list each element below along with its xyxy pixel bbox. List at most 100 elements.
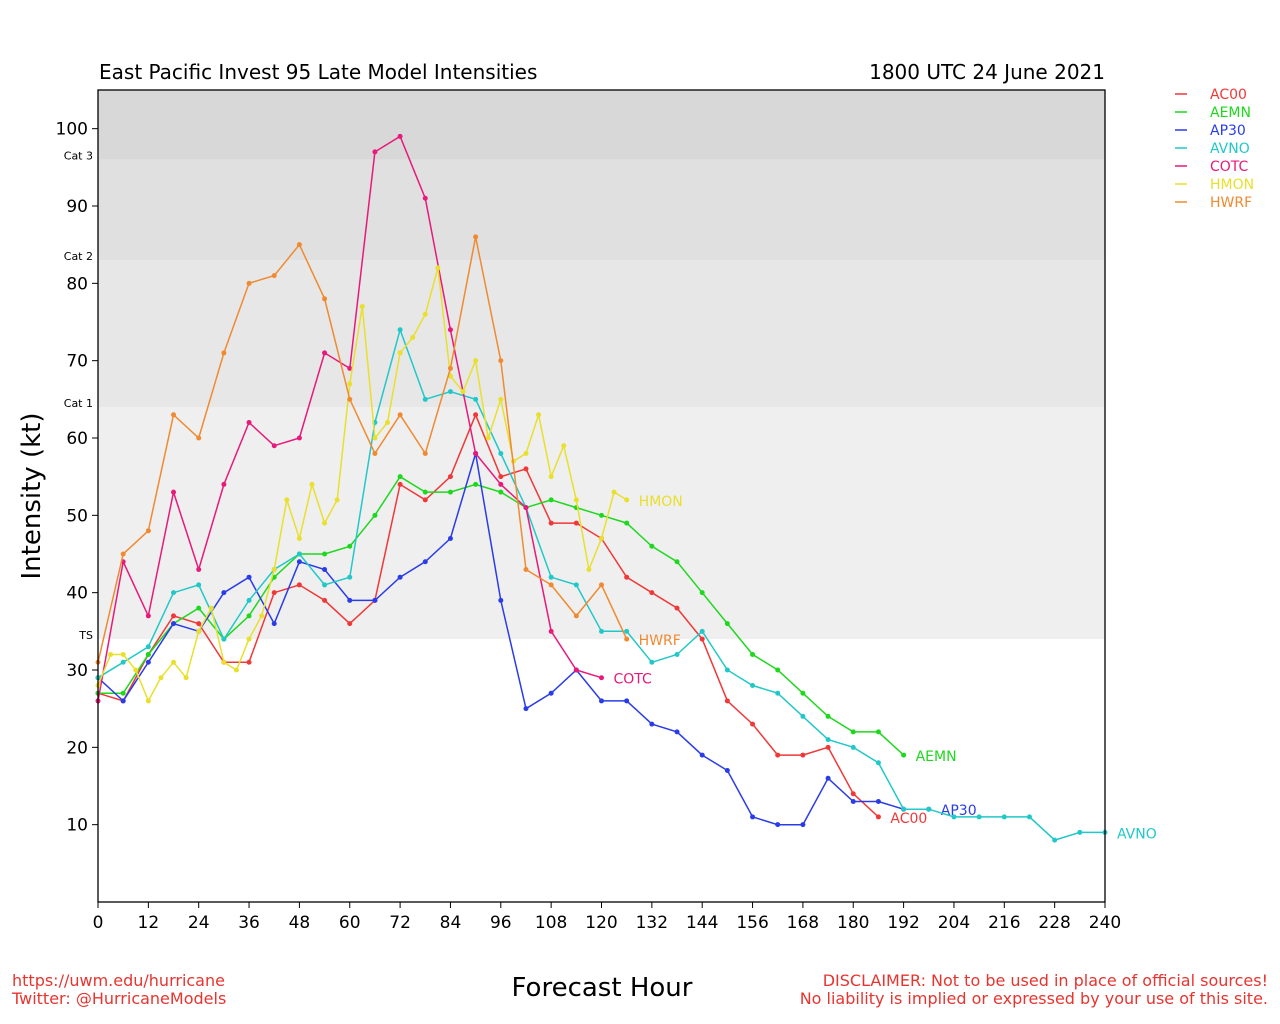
y-axis: 10 20 30 40 50 60 70 80 90 100 bbox=[56, 120, 98, 836]
chart-title: East Pacific Invest 95 Late Model Intens… bbox=[99, 60, 537, 84]
data-point bbox=[372, 512, 378, 518]
data-point bbox=[196, 582, 202, 588]
data-point bbox=[1077, 829, 1083, 835]
data-point bbox=[347, 574, 353, 580]
data-point bbox=[800, 690, 806, 696]
data-point bbox=[523, 450, 529, 456]
x-tick-label: 36 bbox=[238, 913, 260, 933]
data-point bbox=[196, 628, 202, 634]
data-point bbox=[548, 574, 554, 580]
data-point bbox=[196, 621, 202, 627]
data-point bbox=[447, 389, 453, 395]
data-point bbox=[750, 814, 756, 820]
data-point bbox=[145, 613, 151, 619]
data-point bbox=[322, 551, 328, 557]
data-point bbox=[674, 652, 680, 658]
footer-url[interactable]: https://uwm.edu/hurricane bbox=[12, 971, 225, 990]
legend-entry: AVNO bbox=[1210, 141, 1250, 157]
data-point bbox=[347, 597, 353, 603]
data-point bbox=[347, 381, 353, 387]
data-point bbox=[397, 133, 403, 139]
data-point bbox=[322, 597, 328, 603]
data-point bbox=[624, 520, 630, 526]
data-point bbox=[120, 659, 126, 665]
data-point bbox=[674, 729, 680, 735]
x-tick-label: 96 bbox=[490, 913, 512, 933]
category-bands: TS Cat 1 Cat 2 Cat 3 bbox=[64, 90, 1105, 642]
data-point bbox=[825, 713, 831, 719]
y-tick-label: 100 bbox=[56, 120, 88, 140]
series-aemn: AEMN bbox=[95, 474, 957, 765]
data-point bbox=[246, 659, 252, 665]
data-point bbox=[372, 435, 378, 441]
data-point bbox=[573, 520, 579, 526]
data-point bbox=[523, 566, 529, 572]
data-point bbox=[221, 590, 227, 596]
data-point bbox=[548, 690, 554, 696]
data-point bbox=[322, 296, 328, 302]
y-tick-label: 30 bbox=[66, 661, 88, 681]
data-point bbox=[624, 574, 630, 580]
data-point bbox=[548, 474, 554, 480]
data-point bbox=[699, 636, 705, 642]
data-point bbox=[473, 412, 479, 418]
data-point bbox=[347, 621, 353, 627]
data-point bbox=[410, 334, 416, 340]
series-end-label: COTC bbox=[614, 672, 653, 688]
data-point bbox=[221, 350, 227, 356]
data-point bbox=[347, 396, 353, 402]
series-hmon: HMON bbox=[95, 265, 683, 704]
data-point bbox=[951, 814, 957, 820]
data-point bbox=[624, 636, 630, 642]
data-point bbox=[498, 474, 504, 480]
data-point bbox=[523, 706, 529, 712]
data-point bbox=[208, 605, 214, 611]
data-point bbox=[976, 814, 982, 820]
data-point bbox=[649, 543, 655, 549]
data-point bbox=[447, 474, 453, 480]
data-point bbox=[473, 450, 479, 456]
y-tick-label: 60 bbox=[66, 429, 88, 449]
data-point bbox=[171, 489, 177, 495]
series-line-ap30 bbox=[97, 453, 929, 826]
data-point bbox=[498, 358, 504, 364]
data-point bbox=[775, 690, 781, 696]
data-point bbox=[120, 690, 126, 696]
data-point bbox=[548, 628, 554, 634]
data-point bbox=[724, 768, 730, 774]
data-point bbox=[397, 412, 403, 418]
data-point bbox=[120, 652, 126, 658]
data-point bbox=[246, 574, 252, 580]
data-point bbox=[347, 543, 353, 549]
data-point bbox=[145, 528, 151, 534]
band-label: Cat 3 bbox=[64, 150, 93, 163]
data-point bbox=[724, 698, 730, 704]
data-point bbox=[850, 744, 856, 750]
data-point bbox=[875, 798, 881, 804]
data-point bbox=[901, 806, 907, 812]
data-point bbox=[1001, 814, 1007, 820]
data-point bbox=[385, 420, 391, 426]
x-tick-label: 0 bbox=[93, 913, 104, 933]
x-tick-label: 108 bbox=[535, 913, 567, 933]
x-tick-label: 216 bbox=[988, 913, 1020, 933]
data-point bbox=[548, 497, 554, 503]
data-point bbox=[296, 435, 302, 441]
data-point bbox=[120, 698, 126, 704]
data-point bbox=[901, 752, 907, 758]
data-point bbox=[699, 590, 705, 596]
data-point bbox=[624, 698, 630, 704]
data-point bbox=[498, 597, 504, 603]
legend-entry: AP30 bbox=[1210, 123, 1246, 139]
data-point bbox=[599, 628, 604, 634]
data-point bbox=[145, 698, 151, 704]
data-point bbox=[322, 582, 328, 588]
data-point bbox=[775, 822, 781, 828]
data-point bbox=[750, 652, 756, 658]
data-point bbox=[397, 327, 403, 333]
data-point bbox=[422, 559, 428, 565]
data-point bbox=[674, 559, 680, 565]
series-end-label: HMON bbox=[639, 494, 683, 510]
footer-twitter: Twitter: @HurricaneModels bbox=[12, 989, 227, 1008]
x-tick-label: 60 bbox=[339, 913, 361, 933]
